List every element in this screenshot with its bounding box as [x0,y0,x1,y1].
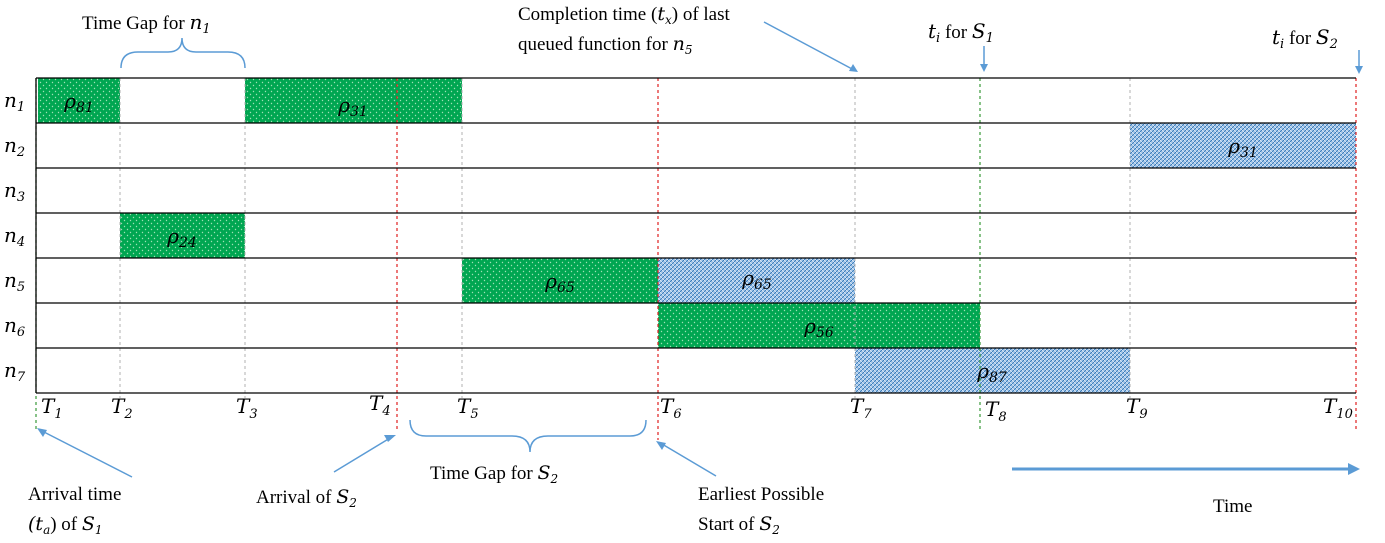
annotation-arrows [37,21,1363,478]
task-block [658,303,980,348]
tick-label: T6 [660,394,682,422]
tick-label: T10 [1323,394,1353,422]
row-label: n7 [4,358,26,385]
completion-label-2: queued function for n5 [518,33,692,57]
row-label: n6 [4,313,25,340]
tick-label: T8 [985,397,1007,425]
tick-label: T2 [111,394,133,422]
ti-s2-label: ti for S2 [1272,25,1338,52]
arrival-label-2: (ta) of S1 [28,513,103,537]
tick-label: T4 [369,391,391,419]
task-label: ρ31 [1227,134,1258,161]
tick-labels: T1 T2 T3 T4 T5 T6 T7 T8 T9 T10 [41,391,1353,425]
row-label: n4 [4,223,25,250]
task-block [855,348,1130,393]
tick-label: T3 [236,394,258,422]
task-block [658,258,855,303]
task-block [38,78,120,123]
tick-label: T7 [850,394,872,422]
row-label: n5 [4,268,25,295]
time-arrow-head [1348,463,1360,475]
tick-label: T1 [41,394,63,422]
row-labels: n1 n2 n3 n4 n5 n6 n7 [4,88,26,385]
tick-label: T5 [457,394,479,422]
task-labels: ρ81 ρ31 ρ31 ρ24 ρ65 ρ65 ρ56 ρ87 [63,89,1258,386]
gap-s2-brace [409,419,647,453]
task-blocks [38,78,1356,393]
row-label: n2 [4,133,25,160]
gap-n1-label: Time Gap for n1 [82,10,211,37]
gap-s2-label: Time Gap for S2 [430,462,558,486]
earliest-label-2: Start of S2 [698,513,780,537]
row-label: n1 [4,88,25,115]
ti-s1-label: ti for S1 [928,19,994,46]
time-label: Time [1213,496,1252,517]
completion-label-1: Completion time (tx) of last [518,3,731,27]
earliest-label-1: Earliest Possible [698,484,824,505]
arrival-s2-label: Arrival of S2 [256,486,357,510]
task-block [1130,123,1356,168]
gap-n1-brace [120,37,246,69]
task-block [462,258,658,303]
row-lines [35,77,1356,394]
arrival-label-1: Arrival time [28,484,121,505]
row-label: n3 [4,178,25,205]
task-block [245,78,462,123]
tick-label: T9 [1126,394,1148,422]
task-block [120,213,245,258]
